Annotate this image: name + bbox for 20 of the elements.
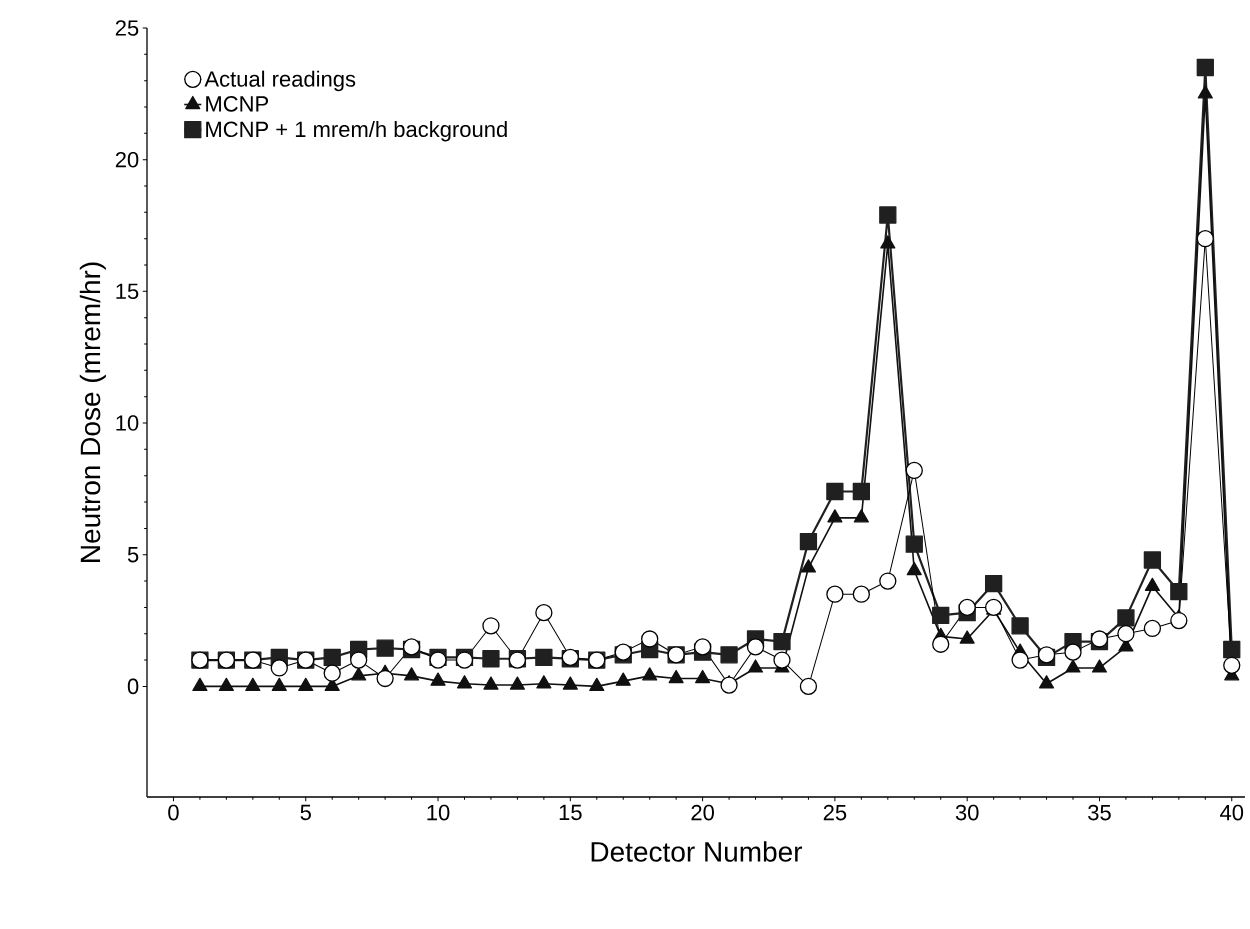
x-axis-title: Detector Number bbox=[591, 841, 803, 862]
legend-label: Actual readings bbox=[204, 70, 356, 92]
y-tick-label: 20 bbox=[115, 151, 139, 168]
x-tick-label: 35 bbox=[1088, 804, 1111, 821]
y-tick-label: 10 bbox=[116, 415, 139, 431]
legend-label: MCNP bbox=[206, 96, 269, 112]
y-tick-label: 25 bbox=[115, 20, 139, 36]
legend-label: MCNP + 1 mrem/h background bbox=[206, 120, 507, 142]
x-tick-label: 0 bbox=[168, 804, 179, 821]
x-tick-label: 5 bbox=[300, 804, 311, 821]
x-tick-label: 30 bbox=[955, 804, 979, 821]
x-tick-label: 15 bbox=[559, 804, 582, 821]
x-tick-label: 25 bbox=[823, 804, 847, 821]
y-tick-label: 5 bbox=[127, 547, 139, 563]
y-axis-title: Neutron Dose (mrem/hr) bbox=[79, 262, 106, 562]
x-tick-label: 40 bbox=[1220, 804, 1244, 821]
y-tick-label: 15 bbox=[116, 283, 139, 300]
x-tick-label: 10 bbox=[427, 804, 450, 821]
y-tick-label: 0 bbox=[127, 678, 139, 695]
x-tick-label: 20 bbox=[691, 804, 714, 821]
